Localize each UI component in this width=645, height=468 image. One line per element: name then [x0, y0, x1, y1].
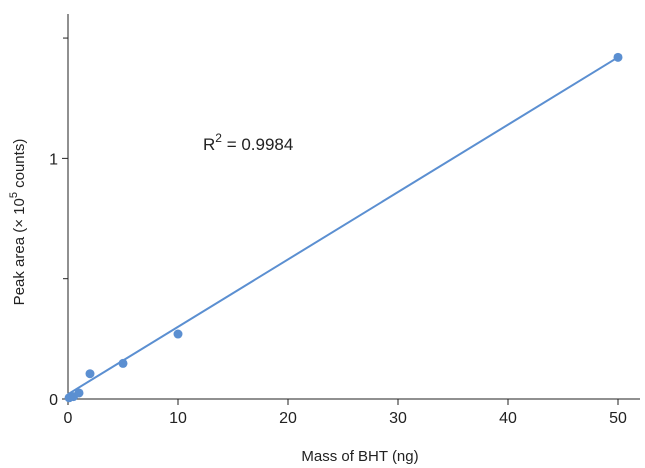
y-axis-title-prefix: Peak area (× 10 [11, 198, 28, 305]
r-squared-annotation: R2 = 0.9984 [203, 131, 293, 154]
r-squared-base: R [203, 135, 215, 154]
fit-line [67, 56, 619, 396]
axes [67, 14, 640, 400]
data-point [118, 358, 128, 368]
fit-line-group [67, 56, 619, 396]
x-axis-title: Mass of BHT (ng) [301, 448, 418, 465]
y-tick-label: 0 [49, 392, 58, 409]
y-tick-label: 1 [49, 151, 58, 168]
x-tick-label: 40 [499, 410, 517, 427]
data-points [64, 52, 623, 403]
x-tick-label: 0 [64, 410, 73, 427]
x-tick-label: 20 [279, 410, 297, 427]
r-squared-superscript: 2 [215, 131, 222, 145]
data-point [74, 388, 84, 398]
data-point [173, 329, 183, 339]
tick-group: 0 10 20 30 40 50 0 1 [49, 37, 627, 427]
y-axis-title: Peak area (× 105 counts) [8, 139, 28, 306]
data-point [613, 52, 623, 62]
x-tick-label: 10 [169, 410, 187, 427]
data-point [85, 369, 95, 379]
y-axis-title-suffix: counts) [11, 139, 28, 192]
x-tick-label: 50 [609, 410, 627, 427]
x-tick-label: 30 [389, 410, 407, 427]
r-squared-value: = 0.9984 [222, 135, 293, 154]
y-axis-title-superscript: 5 [8, 192, 20, 198]
